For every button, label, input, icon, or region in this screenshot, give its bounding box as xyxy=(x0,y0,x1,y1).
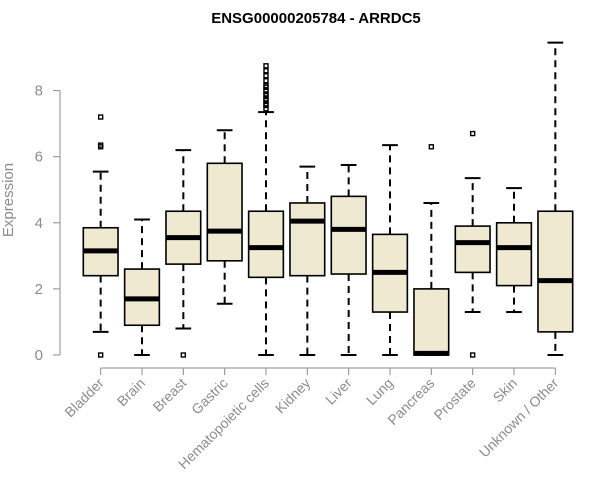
outlier-point xyxy=(263,82,269,89)
box-group xyxy=(371,144,409,356)
outlier-point xyxy=(263,73,269,79)
box-iqr xyxy=(454,225,491,274)
outlier-point xyxy=(97,352,104,358)
y-tick-label: 8 xyxy=(35,83,43,100)
box-iqr xyxy=(289,202,326,277)
outlier-point xyxy=(180,352,187,358)
x-tick-label: Bladder xyxy=(61,375,107,421)
x-tick-label: Brain xyxy=(114,375,148,409)
box-group xyxy=(165,149,202,358)
boxes xyxy=(82,41,574,358)
box-group xyxy=(537,41,574,356)
box-group xyxy=(495,187,533,314)
y-axis-label: Expression xyxy=(0,163,17,237)
outlier-point xyxy=(97,142,104,148)
chart-title: ENSG00000205784 - ARRDC5 xyxy=(211,10,421,27)
box-iqr xyxy=(247,210,285,279)
box-iqr xyxy=(206,162,243,262)
x-tick-label: Liver xyxy=(322,375,355,408)
box-group xyxy=(413,144,450,356)
y-tick-label: 0 xyxy=(35,347,43,364)
box-iqr xyxy=(537,210,574,333)
box-group xyxy=(123,218,161,356)
box-group xyxy=(206,129,243,305)
outlier-point xyxy=(263,68,269,74)
box-group xyxy=(454,130,491,358)
outlier-point xyxy=(469,130,476,137)
box-iqr xyxy=(413,288,450,356)
box-group xyxy=(330,163,367,356)
y-tick-label: 6 xyxy=(35,149,43,166)
outlier-point xyxy=(428,144,435,150)
x-tick-label: Breast xyxy=(150,375,190,415)
box-group xyxy=(247,63,285,356)
outlier-point xyxy=(469,352,476,358)
x-tick-label: Lung xyxy=(363,375,396,408)
outlier-point xyxy=(263,63,269,69)
box-group xyxy=(82,114,119,358)
y-tick-label: 2 xyxy=(35,281,43,298)
box-iqr xyxy=(495,222,533,287)
x-tick-label: Prostate xyxy=(431,375,479,423)
y-tick-label: 4 xyxy=(35,215,43,232)
y-axis: 0 2 4 6 8 xyxy=(35,83,61,364)
box-group xyxy=(289,165,326,356)
x-tick-label: Kidney xyxy=(272,375,314,417)
outlier-point xyxy=(97,114,104,120)
outlier-point xyxy=(263,77,269,84)
box-iqr xyxy=(330,195,367,275)
x-tick-label: Skin xyxy=(490,375,521,406)
